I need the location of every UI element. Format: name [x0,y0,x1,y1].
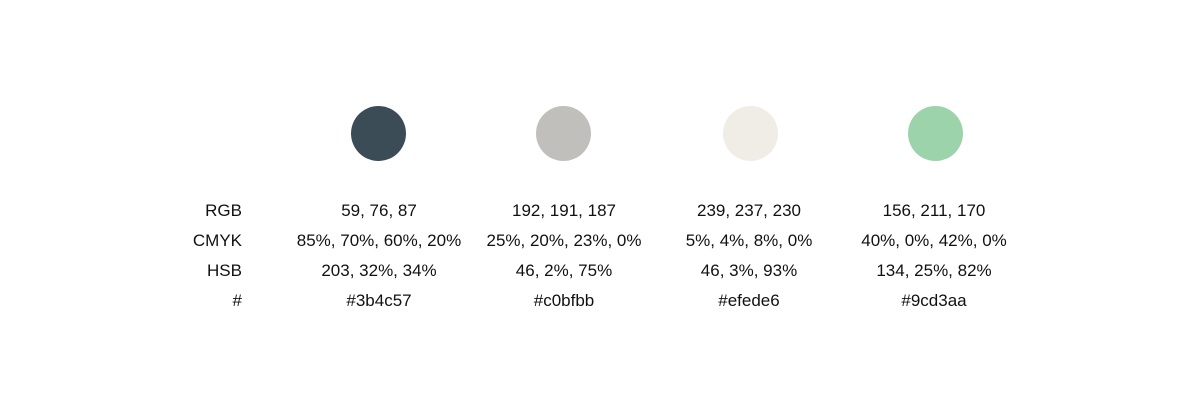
row-label-rgb: RGB [205,201,242,220]
color-1-hex-value: #3b4c57 [346,291,412,310]
row-label-hsb: HSB [207,261,242,280]
color-swatch-1 [351,106,406,161]
color-3-cmyk-value: 5%, 4%, 8%, 0% [685,231,813,250]
color-4-cmyk-value: 40%, 0%, 42%, 0% [861,231,1007,250]
color-4-hex-value: #9cd3aa [901,291,967,310]
color-3-rgb-value: 239, 237, 230 [697,201,801,220]
color-swatch-3 [723,106,778,161]
color-1-hsb-value: 203, 32%, 34% [321,261,437,280]
color-4-hsb-value: 134, 25%, 82% [876,261,992,280]
color-swatch-4 [908,106,963,161]
color-1-cmyk-value: 85%, 70%, 60%, 20% [296,231,462,250]
color-2-hsb-value: 46, 2%, 75% [515,261,613,280]
color-2-rgb-value: 192, 191, 187 [512,201,616,220]
color-3-hex-value: #efede6 [718,291,780,310]
color-1-rgb-value: 59, 76, 87 [341,201,417,220]
color-4-rgb-value: 156, 211, 170 [882,201,986,220]
color-3-hsb-value: 46, 3%, 93% [700,261,798,280]
color-2-cmyk-value: 25%, 20%, 23%, 0% [486,231,642,250]
row-label-hex: # [232,291,242,310]
color-2-hex-value: #c0bfbb [533,291,595,310]
color-swatch-2 [536,106,591,161]
row-label-cmyk: CMYK [192,231,242,250]
